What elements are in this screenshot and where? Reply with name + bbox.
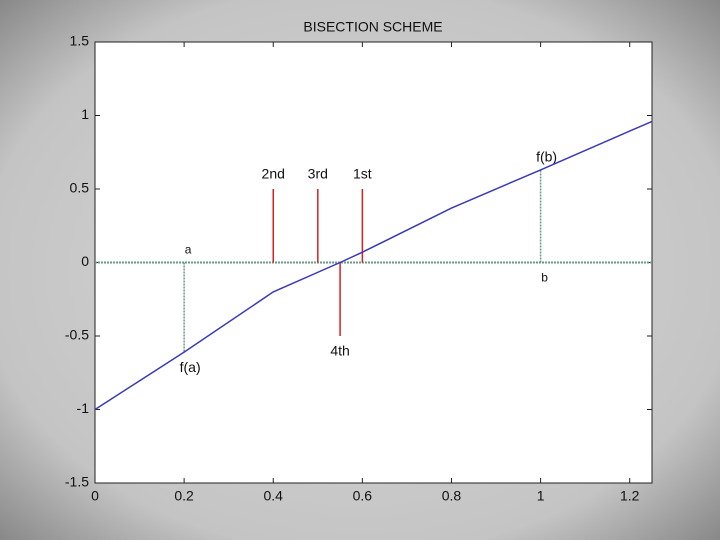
endpoint-label: a <box>185 243 192 257</box>
iteration-label: 2nd <box>262 166 285 182</box>
y-tick-label: -1.5 <box>65 474 89 490</box>
iteration-label: 4th <box>330 343 349 359</box>
iteration-label: 3rd <box>308 166 328 182</box>
y-tick-label: 0 <box>81 253 89 269</box>
y-tick-label: -0.5 <box>65 327 89 343</box>
x-tick-label: 0.4 <box>264 488 284 504</box>
plot-area <box>94 41 653 484</box>
x-tick-label: 1.2 <box>620 488 640 504</box>
y-tick-label: 1.5 <box>70 33 90 49</box>
iteration-label: 1st <box>353 166 372 182</box>
x-tick-label: 0 <box>91 488 99 504</box>
curve <box>94 120 653 411</box>
y-tick-label: 1 <box>81 106 89 122</box>
endpoint-label: b <box>541 271 548 285</box>
x-tick-label: 0.8 <box>442 488 462 504</box>
chart-title: BISECTION SCHEME <box>303 19 442 35</box>
endpoint-value-label: f(a) <box>180 359 201 375</box>
x-tick-label: 0.6 <box>353 488 373 504</box>
endpoint-value-label: f(b) <box>536 149 557 165</box>
y-tick-label: 0.5 <box>70 180 90 196</box>
x-tick-label: 0.2 <box>174 488 194 504</box>
y-tick-label: -1 <box>77 400 90 416</box>
x-tick-label: 1 <box>537 488 545 504</box>
